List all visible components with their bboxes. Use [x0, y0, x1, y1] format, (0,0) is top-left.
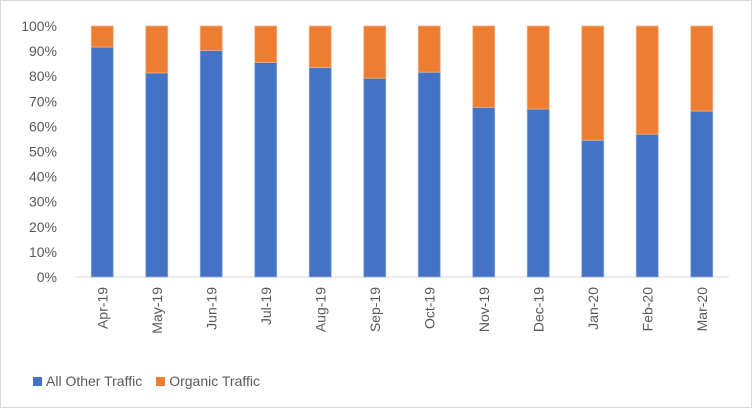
- x-tick-label: Dec-19: [530, 287, 546, 332]
- y-tick-label: 20%: [29, 219, 57, 235]
- bar-all-other-traffic: [472, 106, 496, 278]
- bar-all-other-traffic: [199, 49, 223, 278]
- legend-item-all-other-traffic: All Other Traffic: [33, 373, 142, 389]
- bar-organic-traffic: [635, 25, 659, 135]
- bar-all-other-traffic: [635, 133, 659, 278]
- x-tick-label: Nov-19: [476, 287, 492, 332]
- bar-organic-traffic: [581, 25, 605, 141]
- x-tick-label: Aug-19: [312, 287, 328, 332]
- y-tick-label: 100%: [21, 18, 57, 34]
- bar-all-other-traffic: [308, 67, 332, 278]
- legend-label: Organic Traffic: [169, 373, 260, 389]
- x-tick-label: Jul-19: [258, 287, 274, 325]
- bar-all-other-traffic: [417, 71, 441, 278]
- bar-all-other-traffic: [690, 110, 714, 278]
- bar-organic-traffic: [145, 25, 169, 74]
- legend-swatch: [156, 376, 166, 386]
- bar-all-other-traffic: [526, 108, 550, 278]
- y-tick-label: 0%: [37, 269, 57, 285]
- bar-organic-traffic: [308, 25, 332, 68]
- x-tick-label: Oct-19: [421, 287, 437, 329]
- legend-label: All Other Traffic: [46, 373, 143, 389]
- y-tick-label: 10%: [29, 244, 57, 260]
- x-tick-label: Feb-20: [639, 287, 655, 332]
- bar-organic-traffic: [254, 25, 278, 63]
- bar-all-other-traffic: [363, 77, 387, 278]
- y-tick-label: 60%: [29, 118, 57, 134]
- bar-organic-traffic: [417, 25, 441, 73]
- bar-organic-traffic: [472, 25, 496, 108]
- x-tick-label: Apr-19: [94, 287, 110, 329]
- legend-swatch: [33, 376, 42, 386]
- bar-organic-traffic: [199, 25, 223, 51]
- bar-organic-traffic: [90, 25, 114, 48]
- bar-all-other-traffic: [581, 139, 605, 278]
- bar-all-other-traffic: [254, 61, 278, 278]
- x-tick-label: Mar-20: [694, 287, 710, 332]
- legend-item-organic-traffic: Organic Traffic: [156, 373, 260, 389]
- x-tick-label: Sep-19: [367, 287, 383, 332]
- y-tick-label: 40%: [29, 169, 57, 185]
- y-tick-label: 90%: [29, 43, 57, 59]
- x-tick-label: Jan-20: [585, 287, 601, 330]
- y-tick-label: 50%: [29, 144, 57, 160]
- legend: All Other Traffic Organic Traffic: [33, 373, 260, 389]
- x-tick-label: May-19: [149, 287, 165, 334]
- bar-organic-traffic: [363, 25, 387, 79]
- y-tick-label: 30%: [29, 194, 57, 210]
- y-tick-label: 70%: [29, 93, 57, 109]
- bar-organic-traffic: [690, 25, 714, 112]
- y-tick-label: 80%: [29, 68, 57, 84]
- x-tick-label: Jun-19: [203, 287, 219, 330]
- bar-all-other-traffic: [90, 46, 114, 278]
- bar-all-other-traffic: [145, 72, 169, 278]
- bar-organic-traffic: [526, 25, 550, 110]
- stacked-bar-chart: 0% 10% 20% 30% 40% 50% 60% 70% 80% 90% 100% Apr-19 M…: [21, 18, 729, 334]
